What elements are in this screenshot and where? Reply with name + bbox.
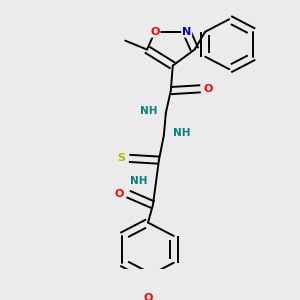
Text: O: O bbox=[143, 292, 153, 300]
Text: O: O bbox=[204, 84, 213, 94]
Text: S: S bbox=[117, 153, 125, 164]
Text: O: O bbox=[115, 189, 124, 199]
Text: NH: NH bbox=[130, 176, 148, 186]
Text: N: N bbox=[182, 27, 191, 37]
Text: NH: NH bbox=[140, 106, 158, 116]
Text: NH: NH bbox=[173, 128, 190, 138]
Text: O: O bbox=[150, 27, 160, 37]
